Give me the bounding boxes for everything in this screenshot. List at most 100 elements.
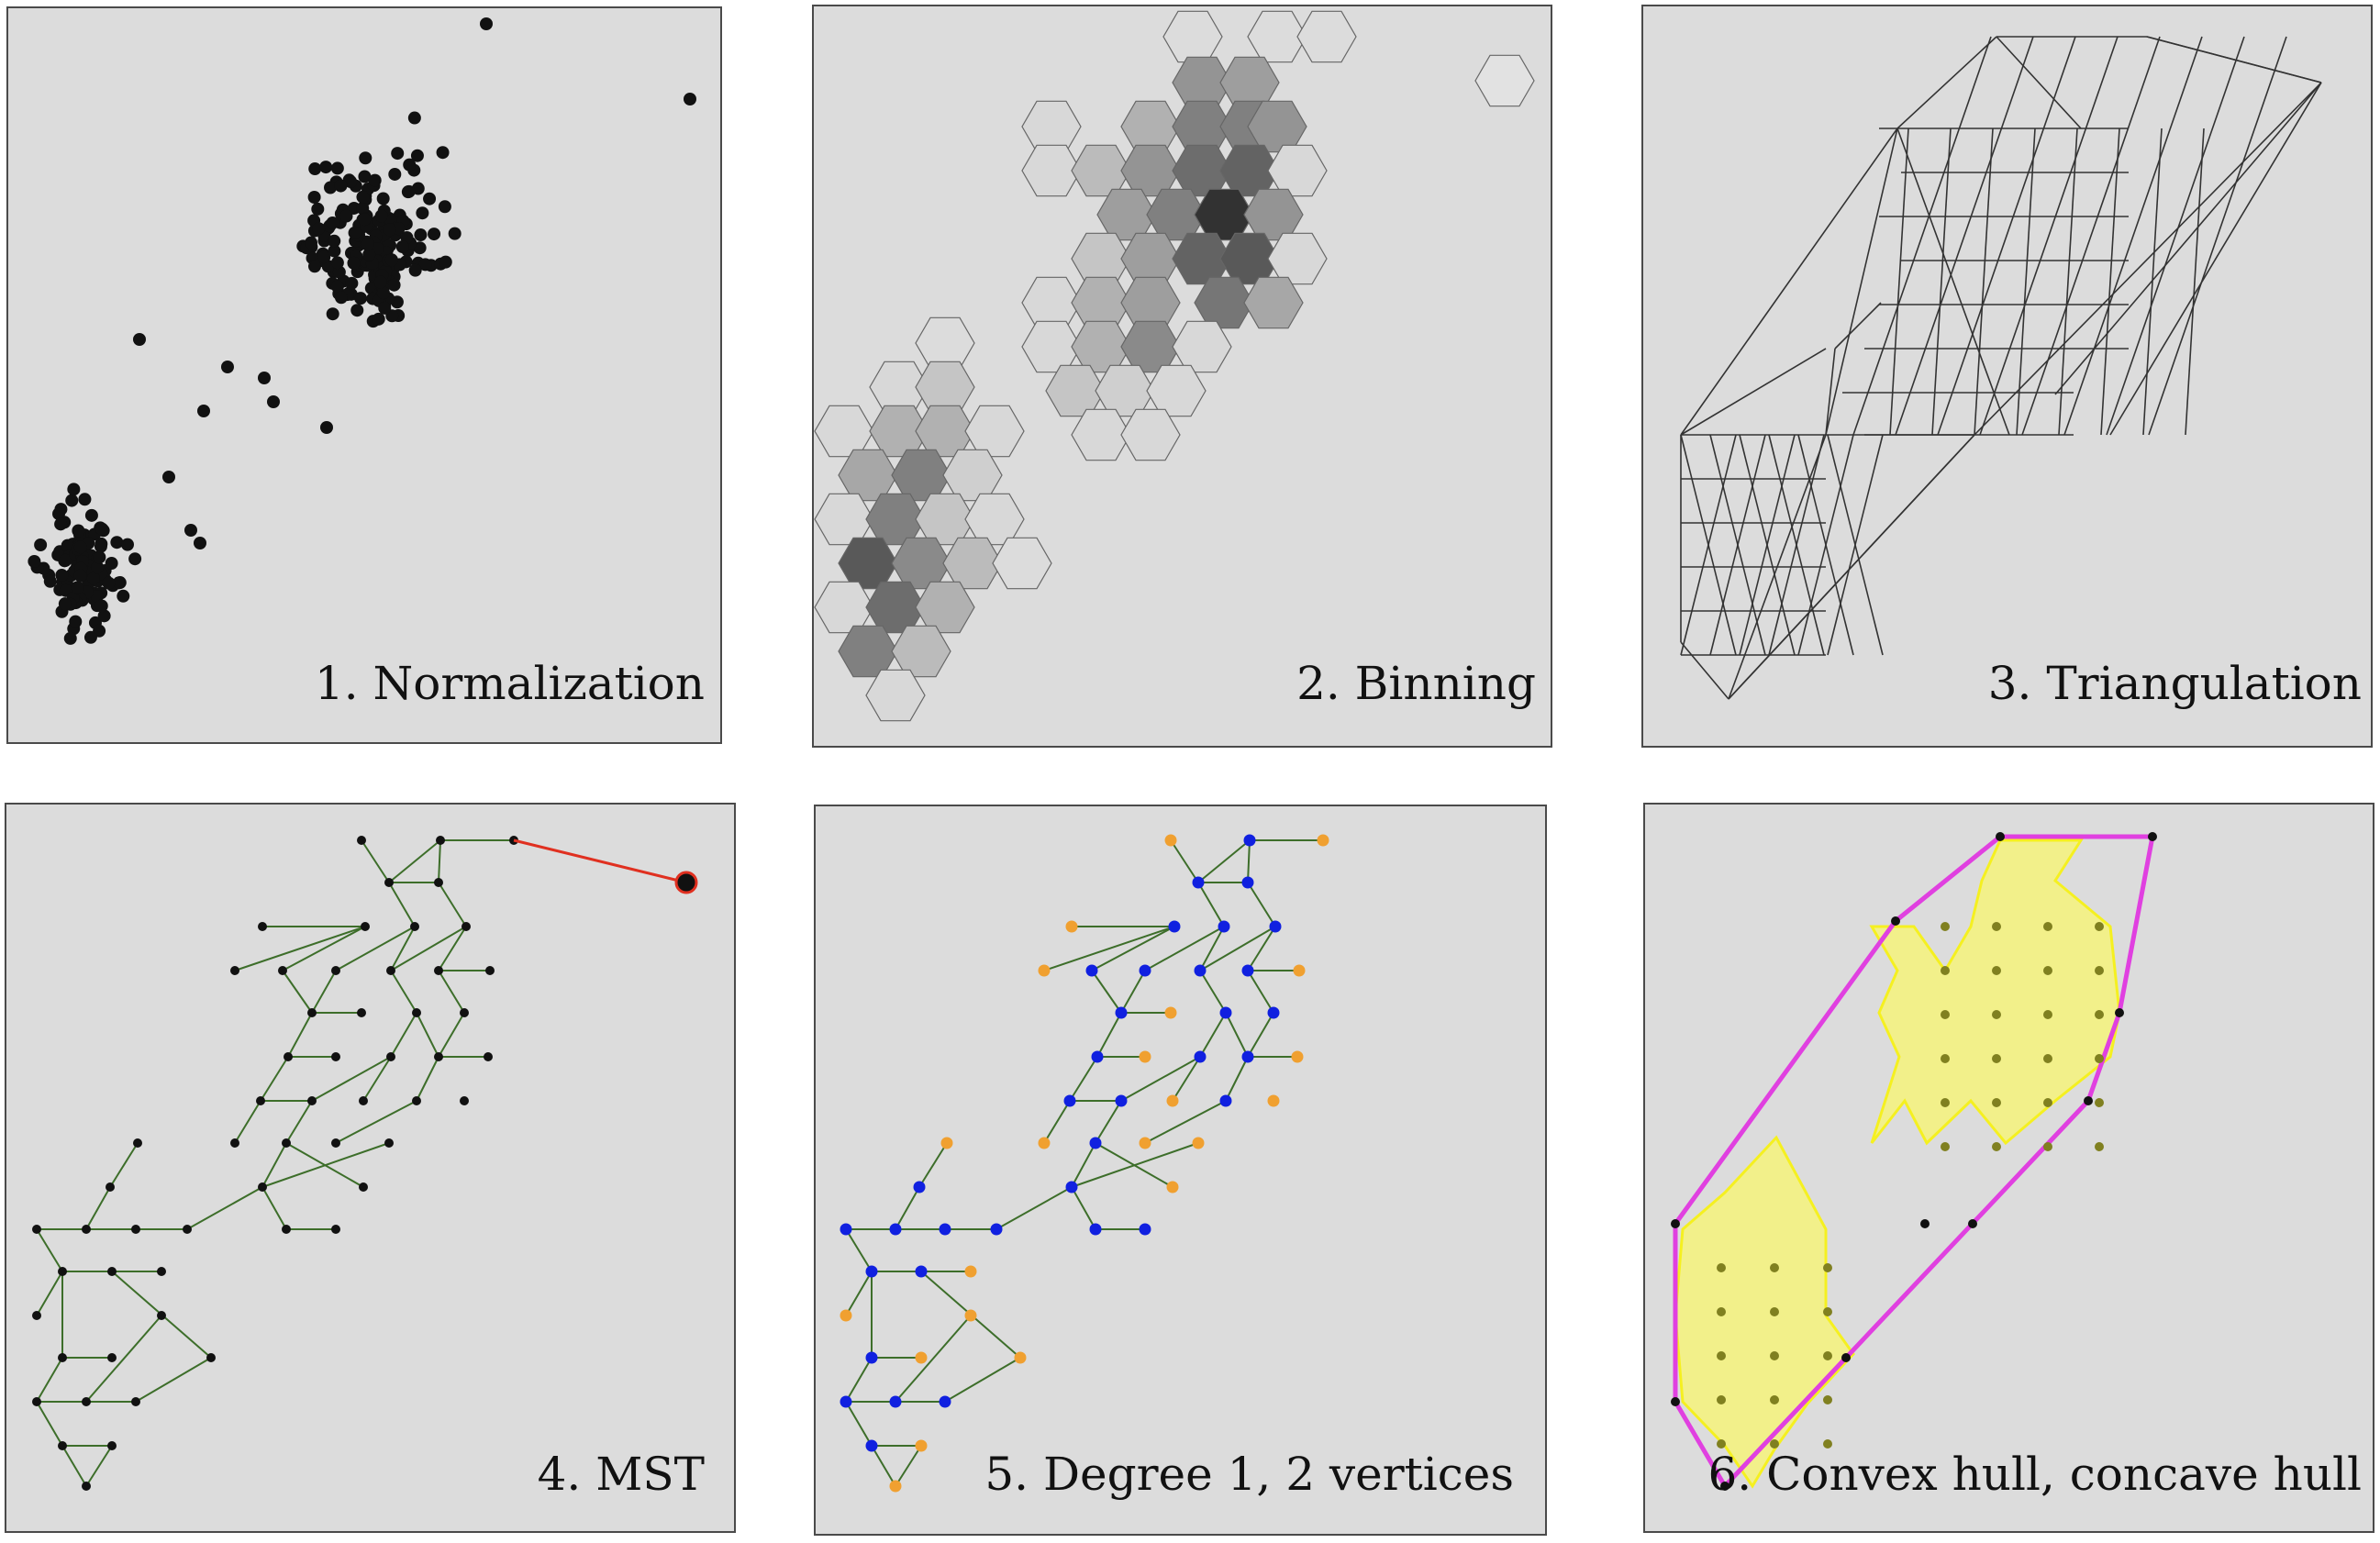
data-point [324,181,338,194]
mst-edge [1247,970,1274,1014]
interior-point [1717,1307,1726,1316]
data-point [356,202,370,216]
data-point [362,248,376,261]
graph-vertex [230,966,239,975]
graph-vertex [1139,1050,1151,1063]
data-point [373,275,387,289]
mst-edge [871,1445,896,1487]
mesh-edge [2142,128,2163,436]
data-point [97,609,111,623]
hexbin-grid [814,10,1535,722]
graph-vertex [133,1138,142,1148]
graph-vertex [1065,920,1078,933]
graph-vertex [1164,1006,1177,1019]
data-point [43,574,57,588]
graph-vertex [256,1096,265,1105]
graph-vertex [58,1353,67,1362]
interior-point [1992,1142,2001,1151]
graph-vertex [913,1181,926,1193]
mesh-edge [2058,128,2078,436]
graph-vertex [384,878,394,887]
mesh-edge [2054,82,2322,395]
data-point [480,17,493,30]
graph-vertex [889,1480,902,1493]
data-point [408,263,422,277]
graph-vertex [1038,964,1051,977]
mst-edge [895,1315,972,1403]
data-point [319,161,333,174]
graph-vertex [1968,1219,1977,1228]
graph-vertex [840,1395,852,1408]
convex-hull [1673,834,2156,1491]
mst-edge [1197,839,1251,883]
mst-edge [1091,926,1175,971]
data-point [73,540,87,554]
graph-vertex [1241,1050,1254,1063]
mst-edge [438,926,467,971]
data-point [428,228,441,241]
hex-bin [1247,10,1307,63]
mesh-edge [1895,36,2034,436]
data-point [358,213,372,227]
hull-vertex [2115,1008,2124,1017]
interior-point [1823,1351,1832,1360]
graph-vertex [990,1223,1003,1236]
graph-vertex [1065,1181,1078,1193]
interior-point [2095,1010,2104,1019]
mst-edge [1247,839,1251,883]
data-point [71,581,84,594]
mst-edge [36,1401,63,1447]
interior-point [1823,1263,1832,1272]
graph-vertex [1317,834,1329,847]
mst-edge [1043,926,1175,971]
data-point [117,589,130,603]
mst-edge [1199,1012,1227,1058]
degree-graph [840,834,1329,1493]
mst-edge [995,1186,1073,1230]
mst-edge [36,1271,63,1316]
graph-vertex [282,1138,291,1148]
data-point [69,615,83,628]
data-point [102,576,116,590]
graph-vertex [32,1225,41,1234]
panel-caption-binning: 2. Binning [1296,657,1536,710]
mst-edge [135,1357,212,1403]
graph-vertex [462,922,471,931]
graph-vertex [1089,1223,1102,1236]
data-point [221,361,234,373]
interior-point [1941,1098,1950,1107]
graph-vertex [412,1008,421,1017]
graph-vertex [1192,1137,1205,1149]
graph-vertex [434,878,443,887]
graph-vertex [58,1441,67,1450]
mst-edge [438,1012,465,1058]
data-point [308,162,322,176]
mst-edge [1096,1012,1122,1058]
panel-hulls: 6. Convex hull, concave hull [1643,803,2374,1533]
interior-point [2095,1098,2104,1107]
data-point [58,597,72,611]
interior-point [1941,922,1950,931]
interior-point [1941,1054,1950,1063]
graph-vertex [1267,1094,1280,1107]
mst-edge [438,970,465,1014]
graph-vertex [1063,1094,1076,1107]
data-point [376,192,390,205]
graph-vertex [384,1138,394,1148]
data-point [311,202,325,216]
mst-edge [311,1056,392,1102]
mst-edge [1170,839,1199,883]
interior-point [1941,1010,1950,1019]
data-point [133,333,146,346]
hull-vertex [1841,1353,1851,1362]
graph-vertex [865,1439,878,1452]
hex-bin [1267,144,1328,197]
graph-vertex [1085,964,1098,977]
hex-bin [964,405,1025,458]
graph-vertex [1291,1050,1304,1063]
data-point [78,493,92,506]
mst-edge [1247,882,1276,927]
graph-vertex [107,1353,117,1362]
data-point [320,421,333,434]
